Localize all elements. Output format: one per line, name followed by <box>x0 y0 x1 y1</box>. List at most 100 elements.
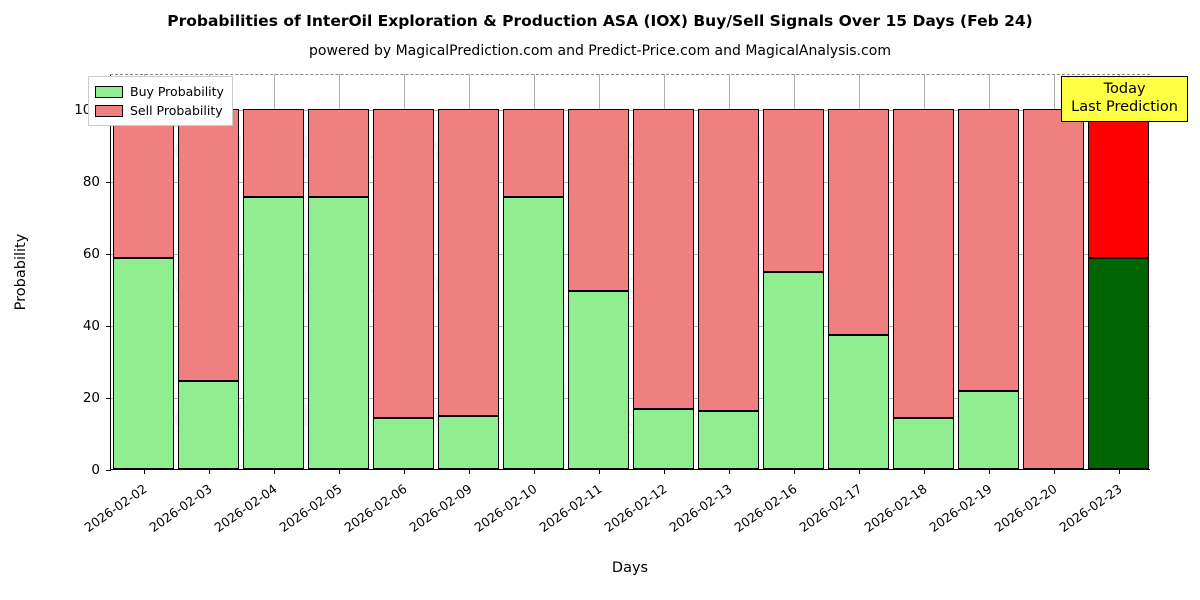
x-tick-label: 2026-02-03 <box>145 481 215 535</box>
bar-segment-sell[interactable] <box>113 109 174 259</box>
bar-group[interactable] <box>243 73 304 469</box>
bar-segment-sell[interactable] <box>243 109 304 198</box>
x-tick-mark <box>923 469 925 474</box>
bar-group[interactable] <box>178 73 239 469</box>
bar-group[interactable] <box>893 73 954 469</box>
x-tick-label: 2026-02-16 <box>730 481 800 535</box>
bar-segment-sell[interactable] <box>1088 109 1149 259</box>
plot-area: MagicalAnalysis.comMagicalPrediction.com… <box>106 73 1150 474</box>
gridline-horizontal <box>111 398 1150 399</box>
y-axis-tick-labels: 020406080100 <box>0 74 110 478</box>
bar-segment-sell[interactable] <box>438 109 499 416</box>
chart-subtitle: powered by MagicalPrediction.com and Pre… <box>309 43 891 59</box>
bar-segment-buy[interactable] <box>438 415 499 469</box>
bar-segment-sell[interactable] <box>828 109 889 336</box>
bar-segment-sell[interactable] <box>308 109 369 198</box>
legend-swatch-buy <box>95 85 123 98</box>
x-tick-mark <box>728 469 730 474</box>
x-tick-mark <box>1118 469 1120 474</box>
bar-segment-sell[interactable] <box>503 109 564 198</box>
x-tick-label: 2026-02-18 <box>860 481 930 535</box>
bar-segment-sell[interactable] <box>373 109 434 419</box>
x-tick-label: 2026-02-10 <box>470 481 540 535</box>
y-tick-label: 20 <box>82 390 100 406</box>
bar-group[interactable] <box>763 73 824 469</box>
x-tick-mark <box>663 469 665 474</box>
gridline-horizontal <box>111 182 1150 183</box>
bar-segment-buy[interactable] <box>1088 258 1149 469</box>
bar-group[interactable] <box>503 73 564 469</box>
bar-segment-buy[interactable] <box>178 380 239 469</box>
x-tick-label: 2026-02-11 <box>535 481 605 535</box>
y-tick-label: 60 <box>82 246 100 262</box>
bar-segment-sell[interactable] <box>633 109 694 410</box>
bar-group[interactable] <box>438 73 499 469</box>
x-tick-mark <box>273 469 275 474</box>
x-tick-mark <box>858 469 860 474</box>
y-tick-label: 80 <box>82 174 100 190</box>
x-tick-label: 2026-02-13 <box>665 481 735 535</box>
bar-segment-sell[interactable] <box>958 109 1019 391</box>
bar-group[interactable] <box>698 73 759 469</box>
bar-segment-sell[interactable] <box>568 109 629 291</box>
bar-group[interactable] <box>373 73 434 469</box>
x-tick-mark <box>403 469 405 474</box>
x-tick-mark <box>143 469 145 474</box>
x-tick-mark <box>468 469 470 474</box>
x-tick-mark <box>1053 469 1055 474</box>
x-tick-label: 2026-02-06 <box>340 481 410 535</box>
bar-group[interactable] <box>633 73 694 469</box>
x-tick-mark <box>338 469 340 474</box>
gridline-horizontal <box>111 110 1150 111</box>
legend-item-sell: Sell Probability <box>95 101 224 120</box>
bar-segment-buy[interactable] <box>243 197 304 469</box>
x-tick-mark <box>533 469 535 474</box>
bar-segment-buy[interactable] <box>308 197 369 469</box>
y-tick-label: 0 <box>91 462 100 478</box>
gridline-horizontal <box>111 326 1150 327</box>
bar-segment-buy[interactable] <box>568 290 629 469</box>
threshold-dashed-line <box>110 74 1150 75</box>
bar-segment-buy[interactable] <box>893 418 954 469</box>
x-tick-label: 2026-02-09 <box>405 481 475 535</box>
y-tick-mark <box>106 398 111 399</box>
x-tick-label: 2026-02-23 <box>1055 481 1125 535</box>
plot-inner: MagicalAnalysis.comMagicalPrediction.com… <box>106 73 1150 474</box>
bar-segment-sell[interactable] <box>178 109 239 381</box>
bar-segment-buy[interactable] <box>828 335 889 469</box>
x-tick-mark <box>793 469 795 474</box>
y-tick-label: 40 <box>82 318 100 334</box>
bar-segment-buy[interactable] <box>113 258 174 469</box>
legend-item-buy: Buy Probability <box>95 82 224 101</box>
today-annotation-line1: Today <box>1103 81 1146 97</box>
bar-group[interactable] <box>113 73 174 469</box>
x-tick-label: 2026-02-17 <box>795 481 865 535</box>
bar-group[interactable] <box>308 73 369 469</box>
bar-group[interactable] <box>958 73 1019 469</box>
bar-group[interactable] <box>1088 73 1149 469</box>
y-tick-mark <box>106 470 111 471</box>
bar-segment-sell[interactable] <box>893 109 954 419</box>
today-annotation: Today Last Prediction <box>1061 76 1188 123</box>
bar-segment-sell[interactable] <box>763 109 824 273</box>
x-tick-label: 2026-02-02 <box>80 481 150 535</box>
bar-segment-buy[interactable] <box>373 418 434 469</box>
legend-label-sell: Sell Probability <box>130 103 223 118</box>
bar-segment-sell[interactable] <box>1023 109 1084 469</box>
gridline-horizontal <box>111 254 1150 255</box>
bar-segment-buy[interactable] <box>958 390 1019 469</box>
bar-segment-buy[interactable] <box>503 197 564 469</box>
bar-group[interactable] <box>1023 73 1084 469</box>
x-axis-label: Days <box>611 560 649 576</box>
x-tick-label: 2026-02-05 <box>275 481 345 535</box>
bar-segment-sell[interactable] <box>698 109 759 412</box>
y-tick-mark <box>106 182 111 183</box>
bar-group[interactable] <box>828 73 889 469</box>
bar-segment-buy[interactable] <box>763 272 824 469</box>
bar-group[interactable] <box>568 73 629 469</box>
legend-swatch-sell <box>95 104 123 117</box>
bar-segment-buy[interactable] <box>698 411 759 469</box>
bar-segment-buy[interactable] <box>633 409 694 469</box>
x-tick-label: 2026-02-20 <box>990 481 1060 535</box>
